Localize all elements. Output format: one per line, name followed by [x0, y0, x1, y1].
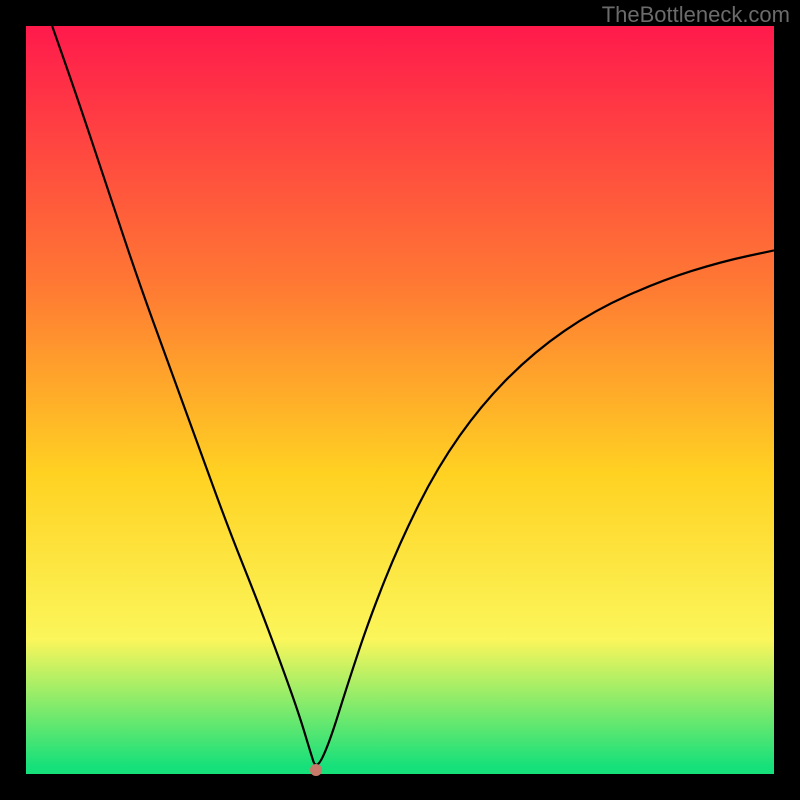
chart-container: TheBottleneck.com [0, 0, 800, 800]
bottleneck-curve [26, 26, 774, 774]
curve-path [52, 26, 774, 765]
plot-area [26, 26, 774, 774]
minimum-marker [310, 764, 322, 776]
watermark-text: TheBottleneck.com [602, 2, 790, 28]
